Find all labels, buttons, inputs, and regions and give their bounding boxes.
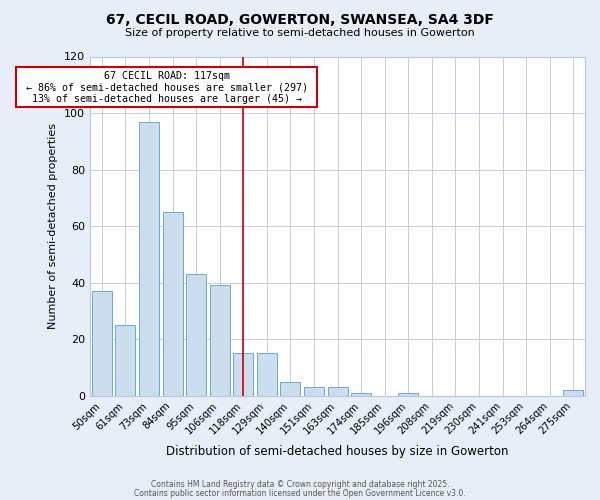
Bar (257, 354, 277, 396)
Bar (280, 382, 301, 396)
Bar (186, 274, 206, 396)
Text: 67 CECIL ROAD: 117sqm  
← 86% of semi-detached houses are smaller (297)
  13% of: 67 CECIL ROAD: 117sqm ← 86% of semi-deta… (20, 70, 314, 104)
Bar (328, 387, 347, 396)
Bar (163, 212, 182, 396)
Bar (563, 390, 583, 396)
Bar (233, 354, 253, 396)
Bar (351, 393, 371, 396)
Y-axis label: Number of semi-detached properties: Number of semi-detached properties (49, 123, 58, 329)
Text: Size of property relative to semi-detached houses in Gowerton: Size of property relative to semi-detach… (125, 28, 475, 38)
Bar (115, 325, 136, 396)
Bar (304, 387, 324, 396)
Text: Contains public sector information licensed under the Open Government Licence v3: Contains public sector information licen… (134, 488, 466, 498)
Text: 67, CECIL ROAD, GOWERTON, SWANSEA, SA4 3DF: 67, CECIL ROAD, GOWERTON, SWANSEA, SA4 3… (106, 12, 494, 26)
Bar (92, 291, 112, 396)
Text: Contains HM Land Registry data © Crown copyright and database right 2025.: Contains HM Land Registry data © Crown c… (151, 480, 449, 489)
X-axis label: Distribution of semi-detached houses by size in Gowerton: Distribution of semi-detached houses by … (166, 444, 509, 458)
Bar (209, 286, 230, 396)
Bar (398, 393, 418, 396)
Bar (139, 122, 159, 396)
